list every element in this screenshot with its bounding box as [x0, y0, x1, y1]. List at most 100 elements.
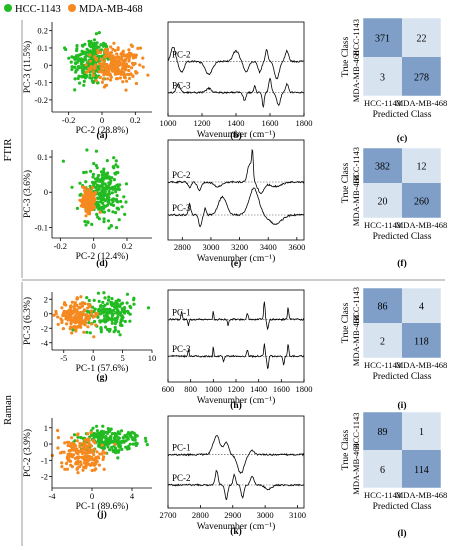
point-a [113, 48, 117, 53]
point-a [99, 58, 103, 62]
y-axis-label-j: PC-2 (3.9%) [22, 429, 33, 477]
cm-row-label-l: HCC-1143 [351, 413, 361, 450]
point-a [94, 63, 98, 67]
x-axis-label-b: Wavenumber (cm⁻¹) [197, 129, 276, 140]
point-j [93, 458, 97, 462]
point-g [125, 301, 129, 305]
point-a [116, 55, 120, 59]
point-j [95, 433, 100, 437]
point-g [84, 321, 88, 325]
cm-cell-c [402, 18, 441, 57]
point-a [109, 78, 113, 82]
point-a [123, 76, 127, 80]
point-j [76, 471, 80, 475]
x-tick-label-d: 0 [92, 241, 96, 251]
point-a [102, 85, 106, 89]
point-a [134, 81, 138, 86]
cm-xlabel-i: Predicted Class [373, 372, 432, 382]
y-tick-label-g: 0 [44, 309, 48, 319]
point-j [69, 442, 73, 446]
point-d [84, 214, 88, 218]
point-d [89, 203, 94, 208]
point-j [91, 438, 96, 443]
panel-letter-i: (i) [398, 400, 407, 411]
point-d [111, 197, 116, 201]
point-a [115, 52, 119, 56]
point-a [93, 66, 97, 70]
point-j [73, 456, 77, 460]
point-j [117, 444, 121, 448]
point-a [138, 46, 143, 50]
point-a [132, 53, 136, 57]
x-tick-label-g: 10 [148, 353, 157, 363]
point-j [92, 431, 96, 435]
point-d [84, 209, 88, 213]
point-j [101, 424, 105, 428]
point-g [86, 310, 90, 314]
point-g [71, 328, 75, 332]
x-axis-label-k: Wavenumber (cm⁻¹) [197, 521, 276, 532]
point-a [124, 88, 128, 92]
point-j [79, 460, 83, 464]
point-d [112, 156, 116, 160]
point-a [125, 79, 129, 83]
panel-letter-h: (h) [230, 400, 242, 411]
x-tick-label-g: -5 [60, 353, 67, 363]
point-a [119, 71, 123, 75]
point-g [119, 321, 123, 325]
point-d [110, 191, 114, 195]
point-g [102, 309, 106, 313]
point-j [86, 454, 90, 458]
point-d [94, 163, 98, 168]
point-a [121, 80, 125, 84]
point-j [92, 447, 96, 452]
point-a [96, 48, 100, 52]
loading-line-e [167, 148, 305, 195]
point-g [86, 302, 90, 306]
y-tick-label-d: 0 [44, 187, 48, 197]
cm-xlabel-l: Predicted Class [373, 502, 432, 512]
point-j [103, 435, 107, 440]
point-j [101, 457, 105, 461]
cm-cell-i [402, 288, 441, 323]
point-j [120, 447, 124, 451]
panel-letter-b: (b) [230, 130, 242, 141]
x-tick-label-j: 0 [90, 491, 94, 501]
point-a [99, 48, 104, 52]
point-d [122, 195, 126, 199]
point-g [119, 302, 123, 306]
point-d [112, 166, 116, 170]
point-j [56, 428, 60, 433]
point-a [88, 43, 92, 47]
point-d [87, 208, 92, 212]
point-g [106, 298, 111, 302]
point-a [119, 62, 123, 66]
point-a [78, 81, 82, 85]
point-j [88, 450, 92, 454]
panels: (a)-0.2 0 0.2-0.2-0.100.10.2PC-2 (28.8%)PC… [22, 17, 447, 539]
panel-letter-d: (d) [96, 258, 108, 269]
point-g [117, 330, 121, 334]
point-a [124, 68, 128, 72]
point-g [86, 325, 90, 329]
point-d [96, 197, 100, 201]
point-a [122, 70, 126, 75]
point-d [107, 201, 111, 205]
point-d [94, 149, 98, 153]
y-tick-label-a: -0.1 [35, 78, 48, 88]
point-d [112, 186, 116, 190]
point-g [87, 317, 91, 322]
point-a [127, 76, 132, 81]
cm-cell-l [363, 450, 402, 488]
point-j [83, 442, 87, 446]
point-d [101, 197, 105, 201]
point-d [84, 202, 88, 206]
point-a [115, 77, 119, 81]
point-a [94, 76, 98, 80]
point-a [80, 75, 84, 79]
point-g [113, 325, 117, 330]
point-d [94, 191, 98, 195]
point-g [92, 335, 96, 339]
point-a [83, 55, 87, 60]
